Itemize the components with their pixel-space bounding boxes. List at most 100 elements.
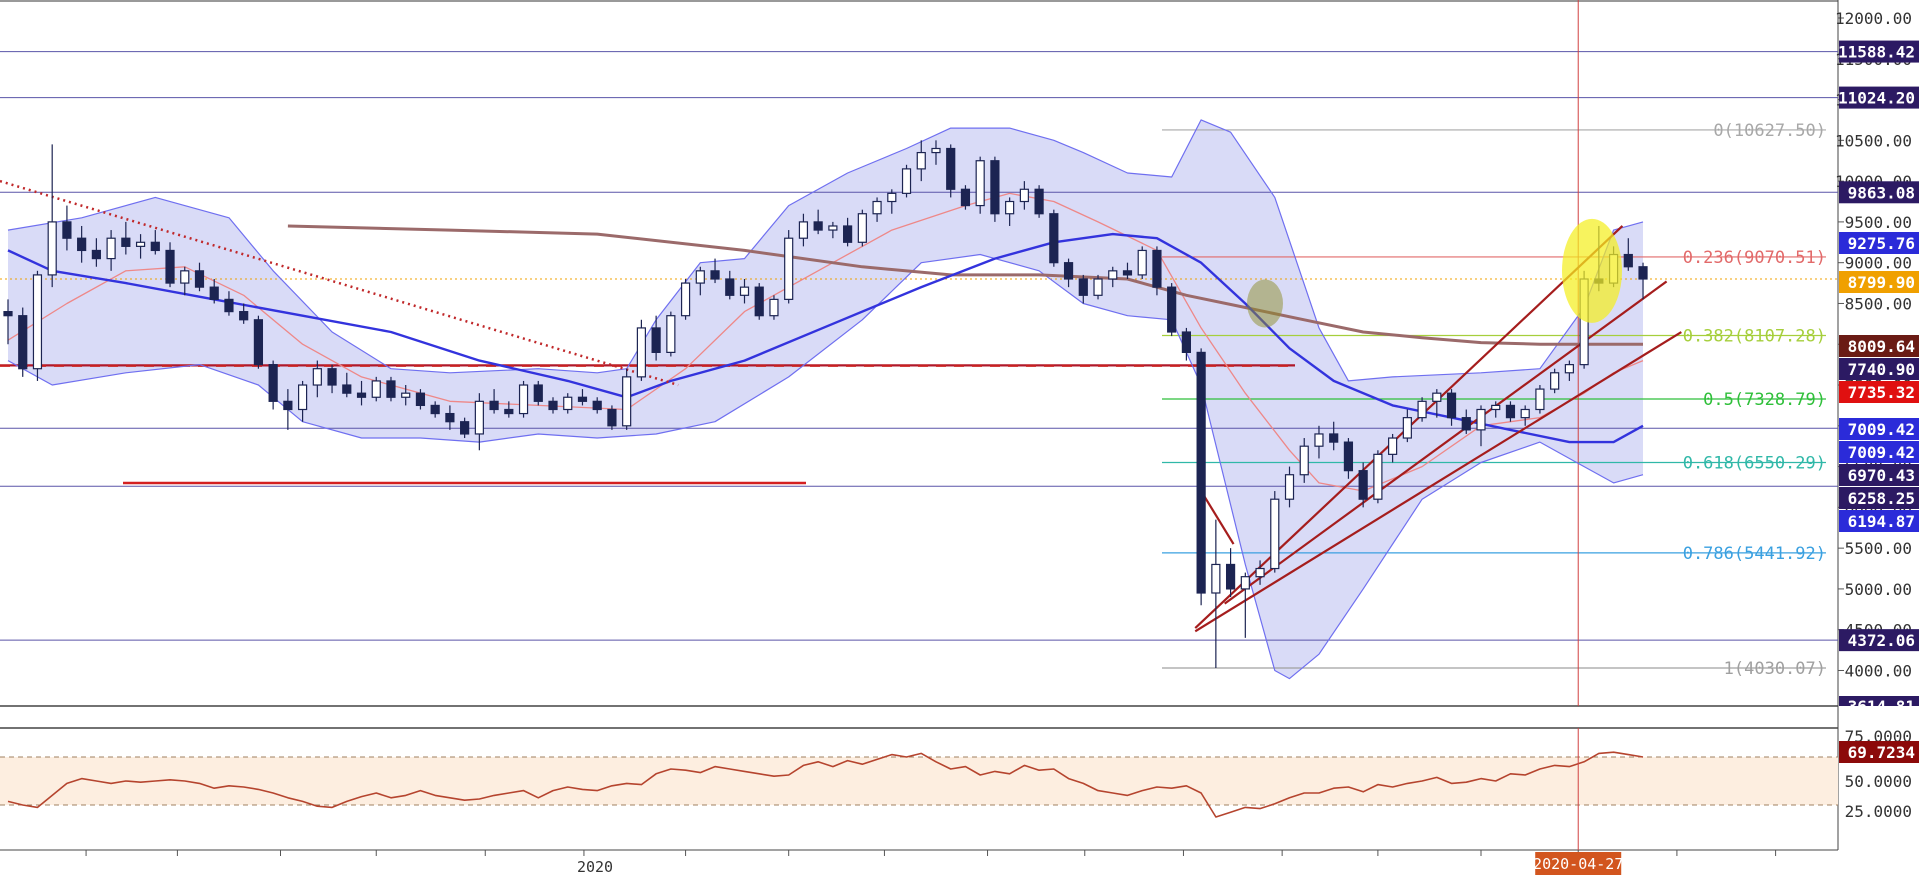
candle-18[interactable] (268, 360, 278, 410)
candle-17[interactable] (253, 315, 264, 369)
candle-106[interactable] (1564, 360, 1574, 381)
candle-111[interactable] (1638, 262, 1648, 300)
candle-1[interactable] (18, 307, 28, 377)
candle-39[interactable] (577, 389, 588, 406)
rsi-pane[interactable] (0, 728, 1838, 850)
candle-74[interactable] (1093, 274, 1103, 300)
candle-30[interactable] (445, 405, 455, 430)
candle-88[interactable] (1299, 438, 1309, 483)
candle-93[interactable] (1373, 450, 1383, 504)
candle-78[interactable] (1152, 246, 1162, 296)
candle-110[interactable] (1623, 238, 1633, 271)
candle-81[interactable] (1196, 348, 1206, 606)
candle-55[interactable] (813, 209, 823, 235)
candle-5[interactable] (77, 225, 87, 263)
candle-43[interactable] (636, 319, 646, 381)
candle-23[interactable] (342, 372, 352, 398)
candle-95[interactable] (1402, 409, 1412, 443)
candle-61[interactable] (901, 164, 912, 198)
candle-57[interactable] (843, 217, 853, 247)
candle-9[interactable] (135, 234, 146, 259)
candle-84[interactable] (1240, 572, 1250, 638)
candle-62[interactable] (916, 140, 926, 182)
candle-46[interactable] (680, 278, 691, 320)
candle-24[interactable] (356, 380, 367, 406)
candle-53[interactable] (784, 230, 794, 304)
candle-59[interactable] (872, 197, 882, 222)
candle-103[interactable] (1520, 405, 1530, 426)
candle-12[interactable] (180, 266, 190, 296)
candle-20[interactable] (298, 380, 308, 422)
candle-2[interactable] (32, 270, 43, 381)
candle-44[interactable] (651, 315, 661, 361)
candle-42[interactable] (622, 368, 632, 430)
candle-22[interactable] (327, 364, 337, 394)
candle-92[interactable] (1358, 462, 1368, 508)
candle-77[interactable] (1137, 246, 1147, 279)
candle-47[interactable] (695, 266, 705, 296)
candle-13[interactable] (194, 262, 205, 292)
candle-90[interactable] (1329, 421, 1339, 451)
candle-54[interactable] (798, 213, 809, 247)
candle-52[interactable] (769, 295, 779, 320)
candle-60[interactable] (887, 189, 897, 214)
candle-36[interactable] (533, 380, 543, 406)
candle-87[interactable] (1284, 466, 1295, 508)
candle-101[interactable] (1491, 401, 1501, 418)
candle-8[interactable] (121, 221, 131, 255)
candle-96[interactable] (1417, 397, 1427, 422)
candle-51[interactable] (754, 283, 764, 320)
candle-7[interactable] (106, 230, 116, 271)
candle-97[interactable] (1432, 389, 1442, 418)
candle-11[interactable] (165, 242, 175, 288)
candle-63[interactable] (931, 140, 941, 165)
candle-6[interactable] (91, 238, 101, 267)
candle-48[interactable] (710, 258, 720, 284)
candle-45[interactable] (666, 311, 676, 357)
candle-40[interactable] (592, 397, 602, 414)
candle-37[interactable] (548, 397, 558, 414)
candle-32[interactable] (474, 393, 484, 451)
candle-65[interactable] (960, 185, 971, 210)
candle-100[interactable] (1476, 405, 1486, 447)
candle-102[interactable] (1505, 401, 1516, 422)
candle-89[interactable] (1314, 425, 1324, 459)
candle-79[interactable] (1167, 283, 1177, 337)
candle-3[interactable] (47, 144, 57, 288)
candle-14[interactable] (209, 278, 219, 304)
candle-33[interactable] (489, 389, 499, 414)
candle-105[interactable] (1550, 368, 1560, 394)
candle-70[interactable] (1034, 185, 1044, 218)
candle-75[interactable] (1108, 266, 1118, 288)
candle-35[interactable] (518, 380, 529, 418)
candle-16[interactable] (239, 303, 249, 324)
candle-104[interactable] (1535, 385, 1545, 414)
candle-68[interactable] (1005, 197, 1015, 226)
candle-15[interactable] (224, 291, 234, 316)
candle-10[interactable] (150, 230, 160, 255)
candle-82[interactable] (1211, 519, 1221, 669)
candle-71[interactable] (1049, 209, 1059, 267)
candle-50[interactable] (739, 278, 750, 304)
candle-25[interactable] (371, 376, 381, 402)
candle-80[interactable] (1181, 327, 1192, 361)
candle-28[interactable] (415, 389, 426, 410)
candle-64[interactable] (946, 144, 956, 198)
candle-29[interactable] (430, 401, 440, 418)
candle-19[interactable] (283, 389, 293, 430)
candle-76[interactable] (1122, 262, 1133, 279)
main-pane[interactable]: 0(10627.50) 0.236(9070.51) 0.382(8107.28) 0… (0, 0, 1838, 706)
candle-66[interactable] (975, 156, 985, 214)
candle-99[interactable] (1461, 409, 1471, 434)
candle-0[interactable] (3, 299, 13, 345)
candle-69[interactable] (1019, 181, 1029, 210)
candle-27[interactable] (401, 385, 411, 406)
candle-26[interactable] (386, 376, 396, 402)
candle-83[interactable] (1225, 548, 1236, 598)
candle-41[interactable] (607, 405, 617, 430)
candle-58[interactable] (857, 209, 867, 247)
candle-38[interactable] (563, 393, 573, 414)
candle-34[interactable] (504, 401, 514, 418)
